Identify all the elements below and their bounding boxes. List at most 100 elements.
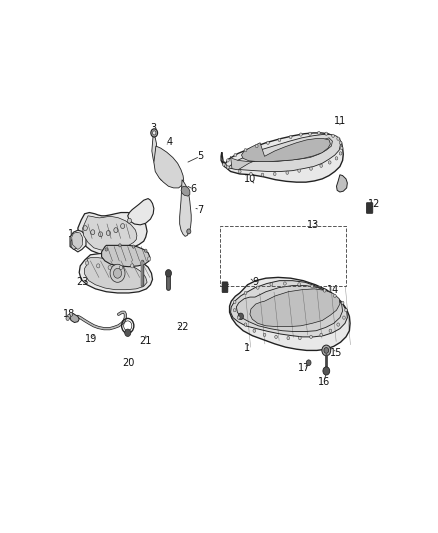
Text: 23: 23 — [76, 277, 89, 287]
Circle shape — [145, 249, 147, 252]
Circle shape — [99, 232, 102, 237]
Circle shape — [322, 345, 331, 356]
Text: 7: 7 — [197, 205, 203, 215]
Text: 1: 1 — [244, 343, 250, 353]
Circle shape — [67, 314, 71, 318]
Circle shape — [339, 152, 342, 155]
Circle shape — [343, 316, 345, 319]
FancyBboxPatch shape — [222, 282, 228, 293]
Circle shape — [332, 134, 335, 138]
Circle shape — [234, 154, 237, 157]
Circle shape — [309, 132, 311, 135]
Circle shape — [69, 312, 73, 317]
Circle shape — [253, 329, 256, 333]
Text: 4: 4 — [166, 137, 173, 147]
Circle shape — [318, 131, 320, 134]
Circle shape — [244, 323, 247, 326]
Text: 20: 20 — [123, 358, 135, 368]
Polygon shape — [83, 216, 137, 251]
Circle shape — [85, 261, 88, 265]
Polygon shape — [71, 232, 83, 249]
Polygon shape — [70, 230, 86, 252]
Text: 12: 12 — [367, 199, 380, 209]
Circle shape — [273, 172, 276, 175]
Text: 16: 16 — [318, 377, 330, 387]
Circle shape — [298, 169, 300, 172]
Circle shape — [106, 231, 110, 236]
Circle shape — [324, 348, 328, 353]
Circle shape — [141, 261, 144, 265]
Circle shape — [223, 163, 225, 166]
Circle shape — [283, 282, 286, 285]
Circle shape — [310, 167, 312, 170]
Circle shape — [267, 141, 269, 144]
Circle shape — [127, 219, 131, 223]
Circle shape — [263, 333, 266, 336]
Circle shape — [256, 286, 259, 289]
Circle shape — [323, 367, 330, 375]
Circle shape — [306, 360, 311, 366]
Circle shape — [337, 323, 339, 326]
Circle shape — [113, 268, 122, 278]
Circle shape — [226, 159, 229, 162]
Circle shape — [152, 131, 156, 135]
Text: 3: 3 — [150, 123, 156, 133]
Polygon shape — [221, 133, 343, 182]
Text: 9: 9 — [252, 277, 258, 287]
Circle shape — [278, 138, 281, 142]
Polygon shape — [230, 281, 347, 337]
Text: 10: 10 — [244, 174, 256, 184]
Circle shape — [320, 333, 322, 336]
Circle shape — [226, 166, 229, 169]
Circle shape — [300, 133, 302, 136]
Text: 17: 17 — [298, 364, 311, 374]
Text: 8: 8 — [222, 282, 227, 293]
Polygon shape — [78, 213, 147, 255]
Circle shape — [323, 289, 326, 292]
Circle shape — [238, 313, 244, 320]
Text: 6: 6 — [190, 184, 196, 194]
Circle shape — [290, 135, 292, 139]
Circle shape — [335, 157, 338, 160]
Circle shape — [250, 172, 252, 175]
Circle shape — [233, 309, 236, 312]
Polygon shape — [230, 138, 332, 170]
Circle shape — [187, 229, 191, 234]
Text: 24: 24 — [127, 248, 140, 259]
Circle shape — [119, 265, 123, 270]
Circle shape — [333, 294, 336, 297]
Circle shape — [320, 164, 322, 167]
Circle shape — [119, 244, 121, 247]
Text: 22: 22 — [176, 322, 188, 333]
Circle shape — [287, 336, 290, 340]
Polygon shape — [85, 257, 147, 290]
Polygon shape — [79, 254, 152, 293]
Circle shape — [83, 225, 87, 231]
Polygon shape — [102, 245, 150, 266]
Circle shape — [325, 132, 328, 135]
Circle shape — [125, 329, 131, 336]
Polygon shape — [180, 180, 191, 236]
Polygon shape — [70, 313, 79, 322]
Circle shape — [286, 171, 289, 174]
Circle shape — [166, 270, 172, 277]
Circle shape — [238, 170, 241, 173]
Circle shape — [298, 282, 300, 286]
Circle shape — [120, 224, 125, 229]
Text: 5: 5 — [197, 151, 203, 161]
Polygon shape — [128, 199, 154, 225]
Circle shape — [151, 129, 158, 137]
Circle shape — [114, 228, 118, 232]
Circle shape — [345, 309, 347, 312]
Circle shape — [341, 301, 344, 304]
Polygon shape — [72, 232, 83, 249]
Circle shape — [110, 264, 125, 282]
Circle shape — [244, 292, 247, 295]
Circle shape — [105, 248, 108, 251]
Polygon shape — [224, 134, 341, 172]
Circle shape — [329, 329, 332, 333]
Text: 21: 21 — [140, 336, 152, 346]
Circle shape — [91, 230, 95, 235]
Polygon shape — [237, 286, 343, 332]
Circle shape — [311, 285, 314, 288]
